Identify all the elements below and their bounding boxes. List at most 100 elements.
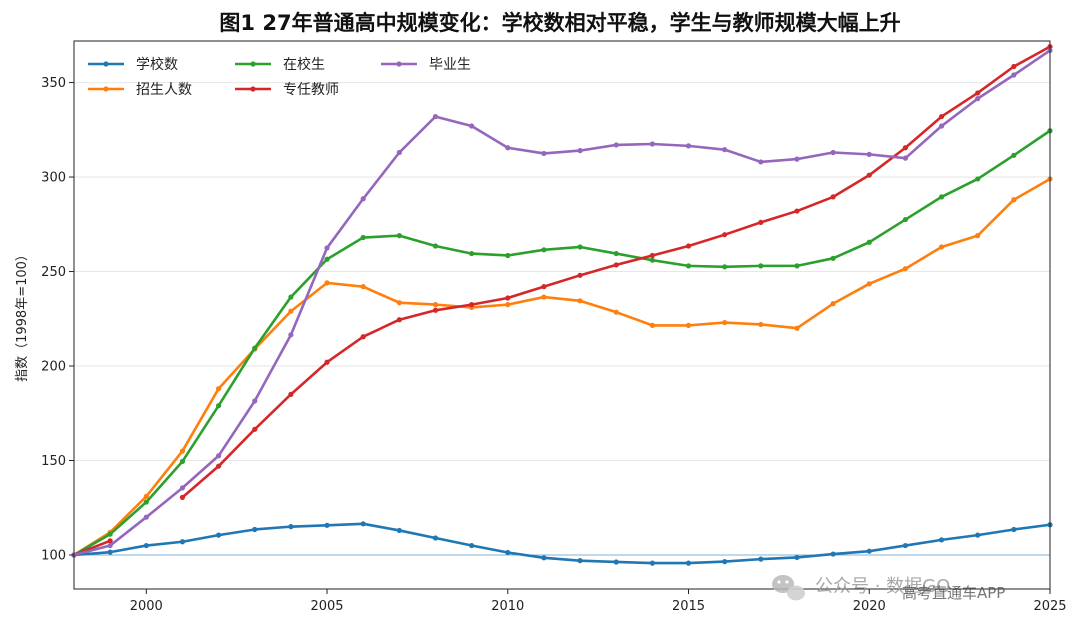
data-point-2-2011	[541, 247, 547, 253]
data-point-0-2002	[215, 532, 222, 538]
data-point-1-2005	[324, 280, 330, 286]
plot-frame	[73, 40, 1051, 590]
data-point-0-1999	[107, 549, 113, 555]
data-point-2-2021	[902, 216, 909, 223]
series-layer	[71, 44, 1053, 566]
data-point-4-2005	[324, 245, 330, 251]
data-point-4-2016	[722, 147, 728, 153]
data-point-1-2011	[541, 294, 547, 300]
data-point-1-2015	[685, 322, 692, 328]
legend-swatch-marker	[103, 61, 109, 67]
series-line-0-seg-0	[72, 522, 1052, 565]
series-3	[71, 44, 1053, 558]
data-point-4-2000	[143, 514, 149, 520]
y-axis-label: 指数（1998年=100）	[15, 248, 30, 382]
data-point-3-2008	[432, 307, 439, 313]
data-point-4-2003	[252, 398, 258, 404]
data-point-4-2013	[613, 142, 619, 148]
data-point-3-2023	[975, 90, 981, 96]
data-point-0-2012	[577, 558, 583, 564]
legend-swatch-marker	[396, 61, 402, 67]
data-point-2-2001	[179, 458, 186, 465]
data-point-4-2019	[830, 149, 836, 156]
data-point-4-2002	[215, 453, 222, 459]
y-tick-label-300: 300	[41, 171, 66, 186]
data-point-0-2017	[758, 556, 764, 562]
data-point-3-2005	[324, 359, 330, 365]
data-point-1-2013	[613, 309, 619, 315]
data-point-3-2022	[938, 113, 945, 120]
data-point-0-2001	[179, 539, 186, 545]
data-point-4-2021	[902, 155, 909, 161]
data-point-0-2003	[252, 526, 258, 533]
data-point-4-2007	[396, 149, 402, 156]
series-line-2-seg-0	[72, 129, 1052, 557]
data-point-2-2012	[577, 244, 583, 250]
data-point-2-2017	[758, 263, 764, 269]
watermark-primary-text: 公众号 · 数据GO	[815, 576, 950, 597]
data-point-4-2018	[794, 156, 800, 162]
data-point-2-2013	[613, 250, 619, 257]
x-tick-label-2025: 2025	[1033, 599, 1066, 614]
data-point-3-2004	[288, 391, 294, 397]
data-point-0-2023	[975, 532, 981, 538]
x-tick-label-2010: 2010	[491, 599, 524, 614]
data-point-0-2004	[288, 524, 294, 530]
data-point-0-2014	[649, 560, 655, 566]
data-point-4-2017	[758, 159, 764, 165]
data-point-3-2021	[902, 145, 909, 151]
x-tick-label-2000: 2000	[130, 599, 163, 614]
data-point-1-2008	[432, 302, 439, 308]
data-point-1-2014	[649, 322, 655, 328]
data-point-2-2022	[938, 194, 945, 200]
watermark-secondary-text: 高考直通车APP	[902, 584, 1005, 602]
legend-label: 在校生	[283, 56, 325, 73]
data-point-2-2019	[830, 255, 836, 261]
data-point-2-2010	[505, 252, 511, 259]
series-1	[71, 176, 1053, 558]
y-tick-label-100: 100	[41, 548, 66, 563]
data-point-3-2007	[396, 317, 402, 323]
y-tick-label-350: 350	[41, 76, 66, 91]
data-point-0-2015	[685, 560, 692, 566]
x-tick-label-2005: 2005	[310, 599, 343, 614]
data-point-1-2016	[722, 319, 728, 326]
data-point-0-2005	[324, 522, 330, 528]
y-axis-ticks: 100 150 200 250 300 350	[41, 76, 74, 563]
data-point-4-2022	[938, 123, 945, 129]
data-point-4-2015	[685, 143, 692, 149]
data-point-4-2009	[469, 123, 475, 129]
data-point-2-2004	[288, 294, 294, 300]
data-point-2-2015	[685, 263, 692, 269]
data-point-3-1999	[107, 538, 113, 544]
data-point-0-2007	[396, 527, 402, 534]
series-line-4-seg-0	[72, 49, 1052, 557]
data-point-1-2007	[396, 300, 402, 306]
data-point-2-2003	[252, 345, 258, 351]
legend-swatch-marker	[250, 61, 256, 67]
data-point-0-2006	[360, 521, 366, 527]
x-axis-ticks: 2000 2005 2010 2015 2020 2025	[130, 589, 1067, 614]
data-point-0-2019	[830, 551, 836, 557]
grid-layer	[74, 82, 1050, 556]
data-point-1-2023	[975, 233, 981, 239]
data-point-4-2012	[577, 148, 583, 154]
data-point-4-2014	[649, 141, 655, 147]
data-point-1-2006	[360, 284, 366, 290]
data-point-1-2001	[179, 448, 186, 454]
data-point-2-2020	[866, 239, 872, 245]
data-point-0-2008	[432, 535, 439, 541]
x-tick-label-2015: 2015	[672, 599, 705, 614]
data-point-3-2024	[1011, 63, 1017, 70]
data-point-3-2009	[469, 302, 475, 308]
data-point-2-2007	[396, 233, 402, 239]
y-tick-label-200: 200	[41, 360, 66, 375]
data-point-1-2017	[758, 321, 764, 328]
data-point-0-2021	[902, 542, 909, 549]
series-line-1-seg-0	[72, 177, 1052, 557]
watermark: 公众号 · 数据GO 高考直通车APP	[772, 575, 1005, 602]
data-point-0-2016	[722, 559, 728, 565]
data-point-0-2000	[143, 542, 149, 549]
data-point-3-2019	[830, 194, 836, 200]
